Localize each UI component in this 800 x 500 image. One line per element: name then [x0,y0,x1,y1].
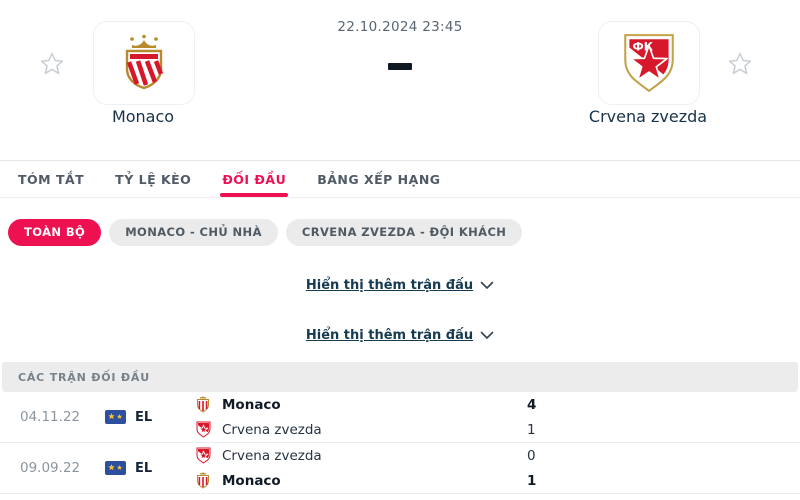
away-team-logo[interactable]: ФК [598,21,700,105]
show-more-link-1[interactable]: Hiển thị thêm trận đấu [306,278,494,293]
filter-all-chip[interactable]: TOÀN BỘ [8,219,102,246]
show-more-matches-1: Hiển thị thêm trận đấu [0,274,800,293]
crvena-zvezda-crest-icon: ФК [624,34,674,93]
crvena-zvezda-crest-icon [196,447,212,465]
show-more-label-1: Hiển thị thêm trận đấu [305,278,474,293]
show-more-link-2[interactable]: Hiển thị thêm trận đấu [306,328,494,343]
h2h-match-row[interactable]: 04.11.22 EL [0,392,800,443]
match-row-date: 04.11.22 [20,409,81,425]
competition-label: EL [135,460,153,476]
h2h-match-list: 04.11.22 EL [0,392,800,494]
monaco-crest-icon [196,472,212,490]
monaco-crest-icon [196,396,212,414]
team-line: Monaco 1 [196,468,800,493]
team-score: 0 [527,447,536,464]
team-name: Monaco [222,472,281,489]
chevron-down-icon [480,331,494,340]
crvena-zvezda-crest-icon [196,421,212,439]
chevron-down-icon [480,281,494,290]
competition-badge: EL [105,392,152,442]
away-team-name: Crvena zvezda [588,107,708,126]
home-team-name: Monaco [111,107,175,126]
h2h-filter-chips: TOÀN BỘ MONACO - CHỦ NHÀ CRVENA ZVEZDA -… [8,219,523,246]
h2h-section-title: CÁC TRẬN ĐỐI ĐẦU [2,362,798,392]
tab-head-to-head[interactable]: ĐỐI ĐẦU [220,161,289,197]
home-team-logo[interactable] [93,21,195,105]
monaco-crest-icon [125,34,164,90]
team-score: 4 [527,396,537,413]
competition-badge: EL [105,443,152,493]
team-line: Crvena zvezda 1 [196,417,800,442]
match-teams: Monaco 4 Crvena zvezda 1 [196,392,800,442]
match-row-date: 09.09.22 [20,460,81,476]
europa-league-flag-icon [105,461,126,475]
match-teams: Crvena zvezda 0 [196,443,800,493]
team-line: Monaco 4 [196,392,800,417]
show-more-matches-2: Hiển thị thêm trận đấu [0,324,800,343]
favorite-away-star-icon[interactable] [726,50,754,78]
europa-league-flag-icon [105,410,126,424]
vs-dash-icon [388,63,412,70]
team-score: 1 [527,421,536,438]
tab-summary[interactable]: TÓM TẮT [18,172,85,187]
filter-away-chip[interactable]: CRVENA ZVEZDA - ĐỘI KHÁCH [285,219,523,246]
team-name: Crvena zvezda [222,421,322,438]
favorite-home-star-icon[interactable] [38,50,66,78]
match-datetime: 22.10.2024 23:45 [337,19,463,35]
tab-odds[interactable]: TỶ LỆ KÈO [115,172,192,187]
team-name: Monaco [222,396,281,413]
team-line: Crvena zvezda 0 [196,443,800,468]
team-score: 1 [527,472,537,489]
h2h-match-row[interactable]: 09.09.22 EL [0,443,800,494]
tab-standings[interactable]: BẢNG XẾP HẠNG [317,172,441,187]
filter-home-chip[interactable]: MONACO - CHỦ NHÀ [109,219,278,246]
team-name: Crvena zvezda [222,447,322,464]
tab-bar: TÓM TẮT TỶ LỆ KÈO ĐỐI ĐẦU BẢNG XẾP HẠNG [0,160,800,198]
show-more-label-2: Hiển thị thêm trận đấu [305,328,474,343]
competition-label: EL [135,409,153,425]
